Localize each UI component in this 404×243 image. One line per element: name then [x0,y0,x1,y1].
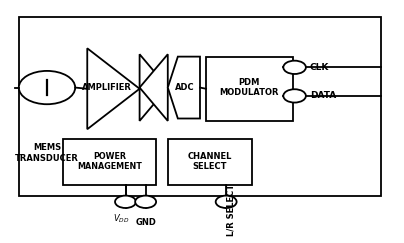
Text: POWER
MANAGEMENT: POWER MANAGEMENT [77,152,142,171]
Text: GND: GND [135,217,156,226]
Text: L/R SELECT: L/R SELECT [226,184,235,236]
Bar [206,57,292,121]
Text: DATA: DATA [310,91,336,100]
Text: MEMS
TRANSDUCER: MEMS TRANSDUCER [15,143,79,163]
Text: ADC: ADC [175,83,195,92]
Bar [63,139,156,185]
Text: CHANNEL
SELECT: CHANNEL SELECT [188,152,232,171]
Text: AMPLIFIER: AMPLIFIER [82,83,133,92]
Circle shape [216,196,237,208]
Polygon shape [87,48,140,129]
Text: PDM
MODULATOR: PDM MODULATOR [219,78,279,97]
Bar [19,17,381,196]
Circle shape [283,89,306,103]
Bar [168,139,252,185]
Circle shape [283,61,306,74]
Circle shape [19,71,75,104]
Circle shape [115,196,136,208]
Text: $V_{DD}$: $V_{DD}$ [113,212,130,225]
Polygon shape [140,54,168,121]
Polygon shape [168,57,200,119]
Circle shape [135,196,156,208]
Text: CLK: CLK [310,63,329,72]
Polygon shape [140,54,168,121]
